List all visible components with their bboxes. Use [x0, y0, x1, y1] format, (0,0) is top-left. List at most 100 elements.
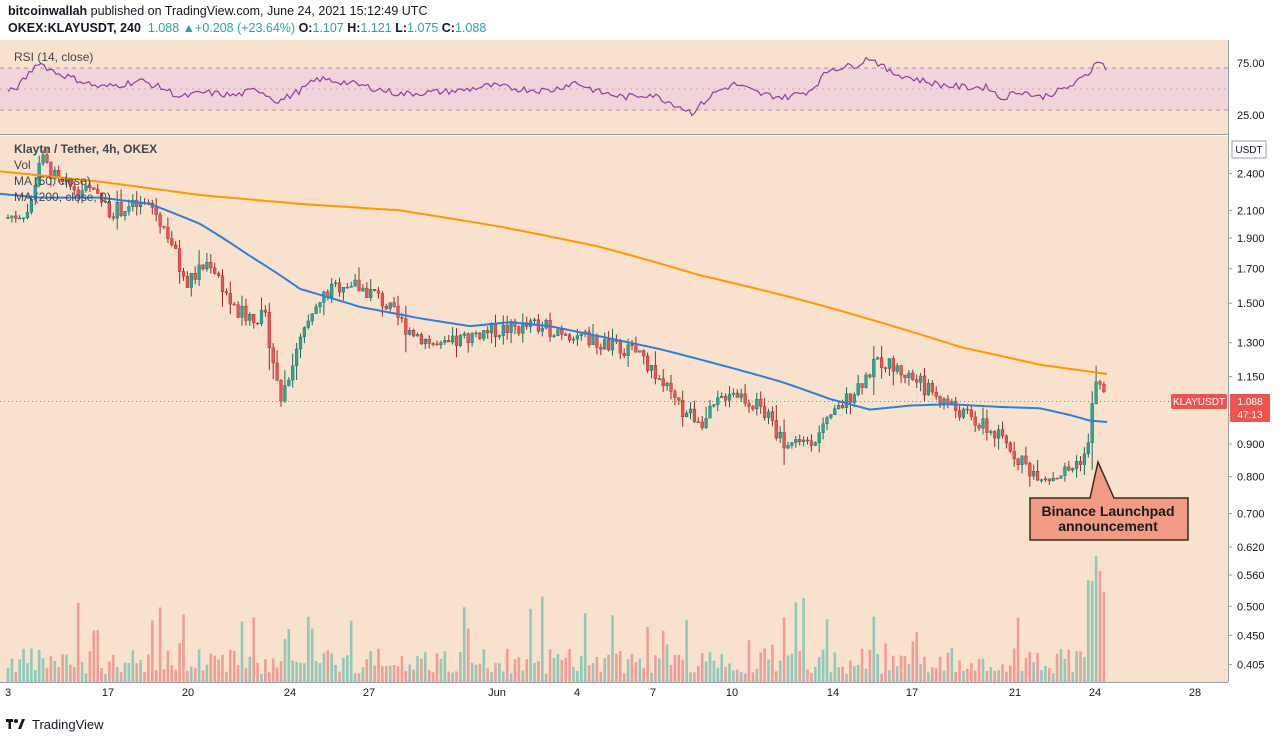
candle-body: [696, 421, 700, 423]
publisher-name[interactable]: bitcoinwallah: [8, 4, 88, 18]
candle-body: [1020, 455, 1024, 465]
volume-bar: [915, 632, 918, 682]
volume-bar: [544, 673, 548, 682]
candle-body: [688, 408, 693, 414]
candle-body: [622, 353, 626, 356]
candle-body: [603, 339, 607, 350]
candle-body: [786, 445, 790, 449]
candle-body: [119, 201, 123, 216]
candle-body: [954, 400, 958, 411]
candle-body: [743, 393, 747, 404]
time-tick: 27: [363, 687, 375, 699]
candle-body: [673, 391, 677, 398]
volume-bar: [127, 663, 131, 682]
volume-bar: [135, 663, 138, 682]
volume-bar: [197, 649, 201, 682]
candle-body: [548, 320, 552, 337]
volume-bar: [1020, 670, 1024, 682]
volume-bar: [603, 658, 606, 682]
time-tick: 14: [827, 687, 839, 699]
candle-body: [314, 306, 318, 314]
candle-body: [1090, 403, 1094, 443]
candle-body: [564, 334, 568, 336]
candle-body: [439, 342, 443, 346]
volume-bar: [1075, 651, 1078, 682]
candle-body: [1004, 435, 1008, 444]
volume-bar: [115, 667, 119, 682]
low-label: L:: [395, 21, 408, 35]
volume-bar: [942, 670, 946, 682]
currency-box[interactable]: [1231, 140, 1267, 159]
volume-bar: [634, 662, 638, 682]
price-tick: 1.500: [1237, 298, 1265, 310]
candle-body: [930, 383, 934, 393]
volume-bar: [856, 665, 860, 682]
volume-bar: [392, 665, 396, 682]
volume-bar: [669, 664, 673, 682]
chart-area[interactable]: 75.00 25.00 RSI (14, close) Klaytn / Tet…: [0, 40, 1280, 710]
candle-body: [517, 326, 521, 334]
candle-body: [646, 355, 650, 371]
candle-body: [809, 440, 813, 446]
volume-bar: [1063, 659, 1067, 682]
candle-body: [45, 154, 49, 163]
candle-body: [774, 420, 778, 439]
volume-bar: [412, 669, 415, 682]
candle-body: [876, 357, 880, 360]
volume-bar: [989, 667, 993, 682]
footer-brand: TradingView: [32, 716, 104, 732]
volume-bar: [537, 661, 540, 682]
candle-body: [802, 439, 806, 442]
candle-body: [22, 217, 26, 220]
volume-bar: [661, 630, 665, 682]
volume-bar: [408, 664, 411, 682]
candle-body: [985, 418, 989, 433]
volume-bar: [864, 668, 868, 682]
high-label: H:: [347, 21, 361, 35]
price-tick: 0.500: [1237, 601, 1265, 613]
volume-bar: [18, 659, 21, 682]
volume-bar: [903, 656, 907, 682]
volume-bar: [884, 643, 887, 682]
volume-bar: [170, 665, 174, 682]
volume-bar: [564, 657, 567, 682]
candle-body: [267, 312, 271, 349]
volume-bar: [946, 652, 950, 682]
candle-body: [610, 339, 615, 351]
candle-body: [903, 374, 907, 378]
candle-body: [357, 279, 361, 292]
volume-bar: [993, 670, 996, 682]
candle-body: [1067, 466, 1071, 471]
volume-bar: [1071, 672, 1074, 682]
volume-bar: [934, 668, 938, 682]
volume-bar: [825, 619, 829, 682]
candle-body: [18, 217, 22, 220]
volume-bar: [970, 663, 973, 682]
volume-bar: [654, 655, 657, 682]
candle-body: [837, 405, 841, 409]
candle-body: [291, 365, 295, 381]
ma50-line: [0, 192, 1108, 423]
volume-bar: [958, 660, 961, 682]
time-tick: 24: [1089, 687, 1101, 699]
volume-bar: [782, 617, 786, 682]
volume-bar: [65, 654, 68, 682]
candle-body: [595, 335, 599, 348]
candle-body: [127, 206, 131, 212]
volume-bar: [1012, 648, 1016, 682]
time-tick: 10: [726, 687, 738, 699]
candle-body: [306, 320, 310, 328]
candle-body: [330, 283, 334, 298]
price-chart[interactable]: 75.00 25.00 RSI (14, close) Klaytn / Tet…: [0, 40, 1280, 710]
volume-bar: [911, 641, 915, 682]
candle-body: [1082, 453, 1086, 465]
volume-bar: [14, 672, 18, 682]
candle-body: [244, 305, 248, 321]
volume-bar: [919, 664, 922, 682]
candle-body: [25, 211, 30, 219]
candle-body: [759, 398, 763, 407]
symbol-tag-bg: [1171, 394, 1227, 409]
candle-body: [287, 379, 291, 386]
annotation-callout: [1029, 459, 1189, 541]
candle-body: [685, 412, 689, 417]
